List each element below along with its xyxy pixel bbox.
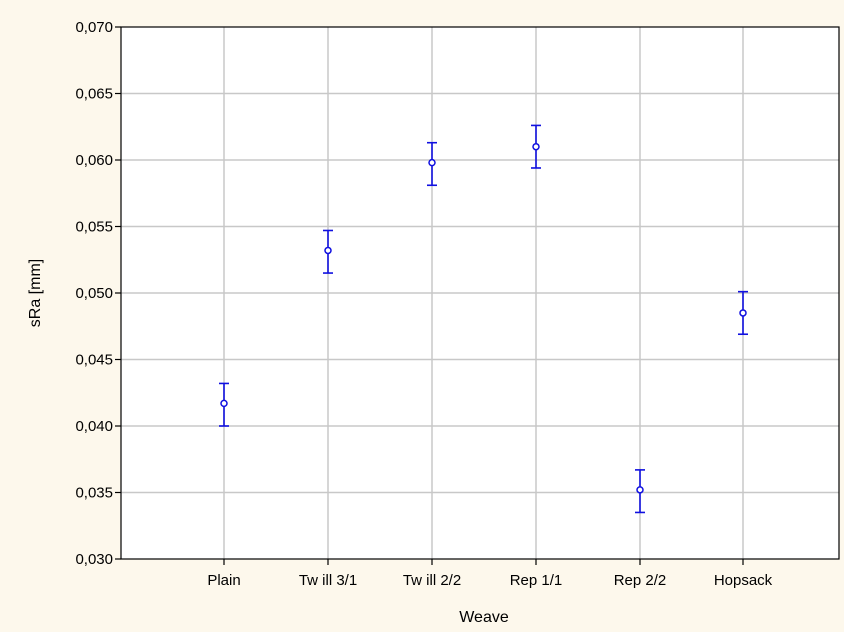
y-tick-label: 0,035: [75, 485, 113, 502]
grid: [121, 27, 839, 559]
y-tick-label: 0,030: [75, 551, 113, 568]
x-tick-label: Plain: [207, 572, 240, 589]
data-point: [739, 309, 747, 317]
y-tick-label: 0,070: [75, 19, 113, 36]
x-tick-label: Tw ill 3/1: [299, 572, 357, 589]
data-point: [532, 142, 540, 151]
data-point: [428, 158, 436, 167]
x-tick-label: Tw ill 2/2: [403, 572, 461, 589]
y-tick-label: 0,060: [75, 152, 113, 169]
y-tick-label: 0,040: [75, 418, 113, 435]
y-tick-label: 0,050: [75, 285, 113, 302]
x-axis-title: Weave: [459, 609, 509, 626]
data-point: [220, 399, 228, 408]
y-tick-label: 0,055: [75, 219, 113, 236]
data-points: [219, 124, 748, 514]
x-tick-label: Rep 2/2: [614, 572, 667, 589]
y-axis-title: sRa [mm]: [27, 259, 44, 327]
y-axis-ticks: 0,030 0,035 0,040 0,045 0,050 0,055 0,060 0,065…: [75, 19, 121, 568]
data-point: [636, 486, 644, 494]
x-tick-label: Rep 1/1: [510, 572, 563, 589]
x-tick-label: Hopsack: [714, 572, 773, 589]
y-tick-label: 0,065: [75, 86, 113, 103]
x-axis-ticks: Plain Tw ill 3/1 Tw ill 2/2 Rep 1/1 Rep 2/2 H…: [207, 559, 773, 589]
y-tick-label: 0,045: [75, 352, 113, 369]
data-point: [324, 246, 332, 255]
